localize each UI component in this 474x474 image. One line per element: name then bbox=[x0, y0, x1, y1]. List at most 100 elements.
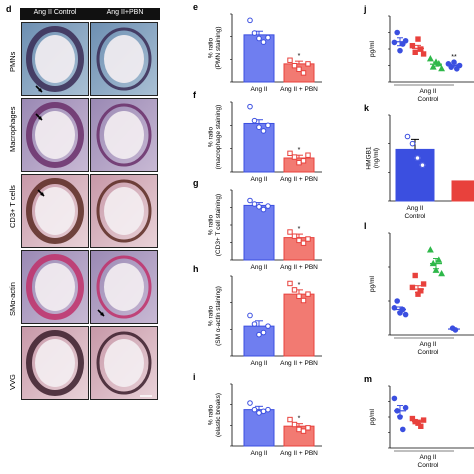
data-point bbox=[426, 246, 434, 253]
micrograph-vvg-pbn bbox=[90, 326, 158, 400]
micrograph-sma-control bbox=[21, 250, 89, 324]
data-point bbox=[391, 395, 398, 402]
data-point bbox=[426, 55, 434, 62]
bar bbox=[451, 180, 474, 202]
y-axis-label: % ratio(SM α-actin staining) bbox=[208, 286, 223, 346]
data-point bbox=[394, 298, 401, 304]
data-point bbox=[456, 62, 463, 69]
bar bbox=[243, 325, 275, 357]
data-point bbox=[287, 57, 293, 63]
data-point bbox=[418, 46, 424, 52]
data-point bbox=[287, 416, 293, 423]
significance-mark: * bbox=[298, 282, 301, 289]
micrograph-pmns-control bbox=[21, 22, 89, 96]
significance-mark: * bbox=[298, 416, 301, 423]
data-point bbox=[409, 284, 416, 291]
data-point bbox=[452, 327, 459, 333]
data-point bbox=[415, 36, 421, 42]
data-point bbox=[256, 124, 262, 130]
micrograph-cd3-pbn bbox=[90, 174, 158, 248]
panel-letter-j: j bbox=[363, 4, 367, 14]
data-point bbox=[448, 64, 455, 70]
data-point bbox=[394, 29, 401, 36]
panel-letter-e: e bbox=[193, 2, 198, 12]
data-point bbox=[287, 280, 293, 287]
micrograph-macrophages-pbn bbox=[90, 98, 158, 172]
data-point bbox=[429, 63, 437, 70]
data-point bbox=[438, 64, 446, 72]
data-point bbox=[256, 35, 262, 42]
data-point bbox=[296, 293, 302, 299]
data-point bbox=[305, 61, 311, 67]
data-point bbox=[251, 117, 258, 124]
panel-letter-d: d bbox=[6, 4, 12, 14]
x-tick-label: Ang II + PBN bbox=[280, 360, 318, 367]
data-point bbox=[291, 62, 298, 69]
data-point bbox=[291, 154, 298, 160]
y-axis-label: pg/ml bbox=[369, 276, 376, 292]
data-point bbox=[265, 406, 271, 413]
data-point bbox=[247, 312, 253, 319]
data-point bbox=[247, 197, 253, 204]
data-point bbox=[291, 233, 298, 239]
data-point bbox=[409, 415, 416, 422]
x-tick-label: Ang II bbox=[251, 450, 268, 457]
bar bbox=[243, 122, 275, 173]
bar bbox=[243, 34, 275, 83]
data-point bbox=[256, 331, 262, 338]
data-point bbox=[260, 39, 267, 45]
data-point bbox=[418, 288, 424, 294]
data-point bbox=[429, 259, 437, 267]
y-axis-label: HMGB1(ng/ml) bbox=[366, 146, 381, 170]
data-point bbox=[432, 266, 440, 273]
data-point bbox=[391, 39, 398, 46]
chart-g: g % ratio(CD3+ T cell staining) Ang II Ang … bbox=[193, 178, 322, 271]
data-point bbox=[391, 305, 398, 311]
chart-i: i % ratio(elastic breaks) Ang II Ang II + P… bbox=[193, 372, 322, 457]
arrow-head bbox=[40, 192, 44, 196]
data-point bbox=[260, 408, 267, 415]
group-label-line2: Control bbox=[418, 462, 440, 469]
panel-letter-i: i bbox=[193, 372, 196, 382]
data-point bbox=[260, 128, 267, 134]
significance-mark: ** bbox=[451, 54, 457, 61]
data-point bbox=[265, 34, 271, 41]
data-point bbox=[400, 426, 406, 433]
data-point bbox=[300, 158, 307, 164]
data-point bbox=[296, 237, 302, 244]
chart-f: f % ratio(macrophage staining) Ang II Ang I… bbox=[193, 90, 322, 183]
group-label-line2: Control bbox=[418, 349, 440, 356]
data-point bbox=[300, 428, 307, 434]
data-point bbox=[397, 47, 403, 54]
micrograph-sma-pbn bbox=[90, 250, 158, 324]
data-point bbox=[305, 152, 311, 158]
data-point bbox=[412, 272, 418, 279]
micrograph-cd3-control bbox=[21, 174, 89, 248]
y-axis-label: % ratio(PMN staining) bbox=[208, 27, 223, 70]
y-axis-label: % ratio(elastic breaks) bbox=[208, 393, 223, 437]
x-tick-label: Ang II bbox=[251, 360, 268, 367]
data-point bbox=[291, 421, 298, 428]
data-point bbox=[409, 43, 416, 49]
chart-h: h % ratio(SM α-actin staining) Ang II Ang I… bbox=[193, 264, 322, 367]
arrow-head bbox=[100, 312, 104, 316]
data-point bbox=[287, 229, 293, 235]
bar bbox=[243, 204, 275, 261]
x-tick-label: Ang II + PBN bbox=[280, 450, 318, 457]
group-label-line2: Control bbox=[418, 96, 440, 103]
data-point bbox=[412, 49, 418, 55]
significance-mark: * bbox=[298, 147, 301, 154]
data-point bbox=[305, 425, 311, 431]
panel-letter-l: l bbox=[364, 221, 367, 231]
data-point bbox=[409, 140, 416, 147]
panel-letter-k: k bbox=[364, 103, 370, 113]
data-point bbox=[415, 291, 421, 297]
data-point bbox=[251, 321, 258, 327]
significance-mark: * bbox=[298, 53, 301, 60]
data-point bbox=[247, 103, 253, 110]
panel-letter-f: f bbox=[193, 90, 197, 100]
data-point bbox=[404, 133, 411, 140]
